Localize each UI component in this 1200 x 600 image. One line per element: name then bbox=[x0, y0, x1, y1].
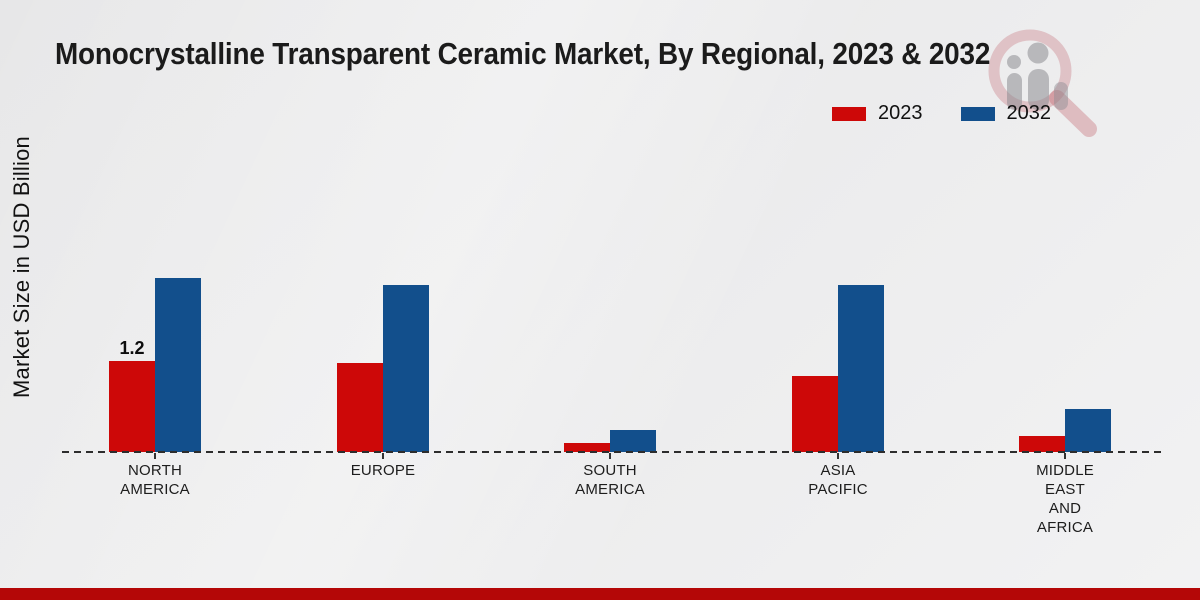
axis-tick-europe bbox=[382, 453, 384, 459]
bar-value-label-north-america: 1.2 bbox=[119, 338, 145, 358]
bar-2032-europe bbox=[383, 285, 429, 452]
category-label-north-america: NORTH AMERICA bbox=[120, 462, 190, 498]
category-label-south-america: SOUTH AMERICA bbox=[575, 462, 645, 498]
bar-2023-middle-east-and-africa bbox=[1019, 436, 1065, 452]
legend-label-2023: 2023 bbox=[878, 102, 923, 124]
bar-2023-asia-pacific bbox=[792, 376, 838, 452]
bar-2023-south-america bbox=[564, 443, 610, 452]
bar-2032-middle-east-and-africa bbox=[1065, 409, 1111, 452]
watermark-magnifier-logo-icon bbox=[988, 29, 1097, 137]
bar-2032-south-america bbox=[610, 430, 656, 452]
legend-label-2032: 2032 bbox=[1006, 102, 1052, 124]
legend-swatch-2023-icon bbox=[832, 106, 866, 121]
bar-2023-north-america bbox=[109, 361, 155, 452]
category-label-asia-pacific: ASIA PACIFIC bbox=[808, 462, 868, 498]
category-label-middle-east-and-africa: MIDDLE EAST AND AFRICA bbox=[1036, 462, 1094, 536]
bar-2032-asia-pacific bbox=[838, 285, 884, 452]
axis-tick-south-america bbox=[609, 453, 611, 459]
footer-red-strip bbox=[0, 588, 1200, 600]
legend-item-2023: 2023 bbox=[832, 102, 923, 125]
legend-item-2032: 2032 bbox=[960, 102, 1052, 125]
chart-title: Monocrystalline Transparent Ceramic Mark… bbox=[55, 36, 991, 71]
axis-tick-middle-east-and-africa bbox=[1064, 453, 1066, 459]
bar-2032-north-america bbox=[155, 278, 201, 452]
axis-tick-north-america bbox=[154, 453, 156, 459]
x-axis-baseline bbox=[62, 451, 1162, 453]
legend: 2023 2032 bbox=[832, 102, 1051, 125]
axis-tick-asia-pacific bbox=[837, 453, 839, 459]
legend-swatch-2032-icon bbox=[960, 106, 995, 121]
category-label-europe: EUROPE bbox=[350, 462, 416, 479]
bar-2023-europe bbox=[337, 363, 383, 452]
